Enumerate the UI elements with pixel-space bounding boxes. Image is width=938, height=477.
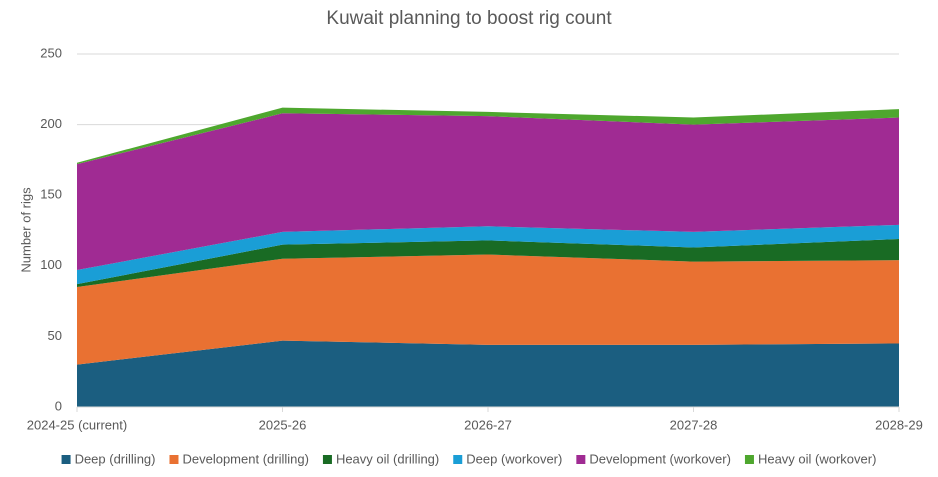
y-tick-label: 100 [40,257,62,272]
chart-title: Kuwait planning to boost rig count [326,8,612,29]
legend-swatch [744,455,754,464]
area [77,238,899,287]
legend: Deep (drilling) Development (drilling) Hea… [61,451,876,466]
x-tick-label: 2028-29 [875,417,923,432]
area [77,113,899,271]
legend-swatch [61,455,71,464]
legend-swatch [576,455,586,464]
x-tick-label: 2027-28 [670,417,718,432]
y-axis-label: Number of rigs [18,187,33,273]
y-tick-label: 50 [48,328,62,343]
x-tick-label: 2025-26 [259,417,307,432]
legend-label: Development (workover) [589,451,731,466]
legend-label: Deep (workover) [466,451,562,466]
y-tick-label: 200 [40,116,62,131]
y-tick-label: 0 [55,398,62,413]
area [77,107,899,165]
x-tick-label: 2024-25 (current) [27,417,127,432]
y-tick-label: 150 [40,187,62,202]
area [77,254,899,365]
legend-swatch [453,455,463,464]
legend-label: Heavy oil (workover) [758,451,876,466]
legend-swatch [322,455,332,464]
legend-label: Deep (drilling) [75,451,156,466]
area [77,340,899,407]
legend-label: Development (drilling) [182,451,308,466]
legend-swatch [169,455,179,464]
x-tick-label: 2026-27 [464,417,512,432]
legend-label: Heavy oil (drilling) [336,451,439,466]
y-tick-label: 250 [40,45,62,60]
area [77,224,899,285]
